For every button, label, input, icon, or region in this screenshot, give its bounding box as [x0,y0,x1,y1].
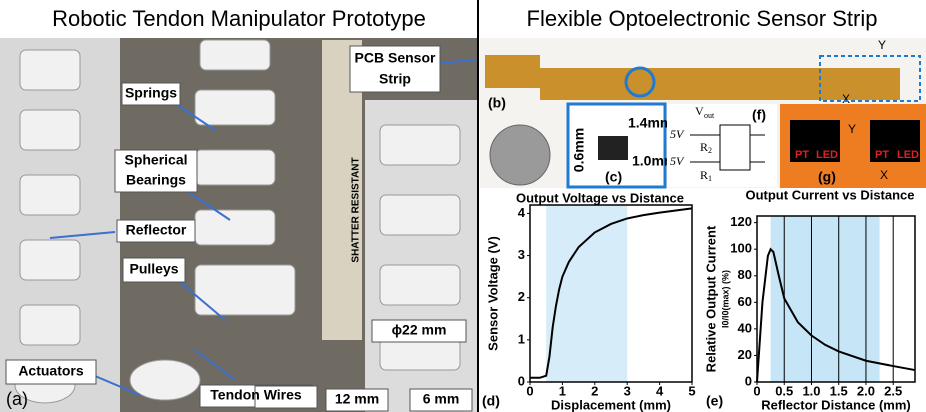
x-tick-label: 3 [624,383,631,398]
y-tick-label: 1 [518,331,525,346]
panel-label: (g) [818,169,836,185]
y-tick-label: 20 [738,347,752,362]
chart-title: Output Voltage vs Distance [516,190,684,205]
y-tick-label: 0 [745,373,752,388]
label: Actuators [18,363,84,379]
pad-label: PT [875,149,889,161]
ruler-text: SHATTER RESISTANT [351,157,362,262]
x-tick-label: 1.0 [802,383,820,398]
coin [490,125,550,185]
pad-label: LED [816,149,838,161]
y-axis-label: Relative Output Current [703,225,718,372]
label: PCB Sensor [355,50,436,66]
x-tick-label: 2.0 [857,383,875,398]
panel-title: Robotic Tendon Manipulator Prototype [52,6,426,31]
shaded-range [771,216,880,382]
y-tick-label: 80 [738,267,752,282]
panel-label: (c) [605,169,622,185]
x-tick-label: 1 [559,383,566,398]
y-axis-sublabel: I0/I0(max) (%) [720,270,730,328]
panel-label: (b) [488,95,506,111]
x-tick-label: 0.5 [775,383,793,398]
panel-label: (f) [752,107,766,123]
pad-label: PT [795,149,809,161]
circuit-label: R [700,168,708,182]
inset-left [0,38,120,412]
chart-title: Output Current vs Distance [745,187,914,202]
dimension: ϕ22 mm [392,322,447,338]
axis-label: Y [878,38,886,52]
y-tick-label: 3 [518,247,525,262]
x-axis-label: Reflector Distance (mm) [761,397,911,412]
x-tick-label: 2 [591,383,598,398]
circuit-label: 5V [670,127,685,141]
circuit-label: V [695,104,704,118]
y-tick-label: 120 [730,214,752,229]
circuit-label: out [704,111,715,120]
label: Spherical [124,152,187,168]
x-tick-label: 0 [753,383,760,398]
y-tick-label: 2 [518,289,525,304]
panel-label: (a) [6,389,28,409]
axis-label: Y [848,122,856,136]
pad-label: LED [897,149,919,161]
x-tick-label: 5 [688,383,695,398]
panel-title: Flexible Optoelectronic Sensor Strip [527,6,878,31]
circuit-label: 5V [670,154,685,168]
panel-label: (e) [706,393,723,409]
x-tick-label: 4 [656,383,664,398]
y-tick-label: 40 [738,320,752,335]
circuit-label: R [700,140,708,154]
y-axis-label: Sensor Voltage (V) [485,236,500,351]
axis-label: X [842,92,850,106]
dim: 0.6mm [571,128,587,172]
circuit-label: 2 [708,146,712,155]
x-tick-label: 2.5 [884,383,902,398]
label: Strip [379,71,411,87]
figure: Robotic Tendon Manipulator Prototype Spr… [0,0,926,412]
label: Springs [125,85,177,101]
label: Bearings [126,172,186,188]
y-tick-label: 60 [738,294,752,309]
dim: 1.4mm [628,115,672,131]
chip [598,136,628,160]
label: Reflector [126,222,187,238]
dimension: 12 mm [335,391,379,407]
label: Pulleys [129,261,178,277]
y-tick-label: 4 [518,205,526,220]
label: Tendon Wires [210,387,302,403]
x-axis-label: Displacement (mm) [551,397,671,412]
y-tick-label: 0 [518,373,525,388]
y-tick-label: 100 [730,241,752,256]
x-tick-label: 0 [526,383,533,398]
dimension: 6 mm [423,391,460,407]
axis-label: X [880,168,888,182]
x-tick-label: 1.5 [830,383,848,398]
panel-label: (d) [482,393,500,409]
circuit-label: 1 [708,174,712,183]
